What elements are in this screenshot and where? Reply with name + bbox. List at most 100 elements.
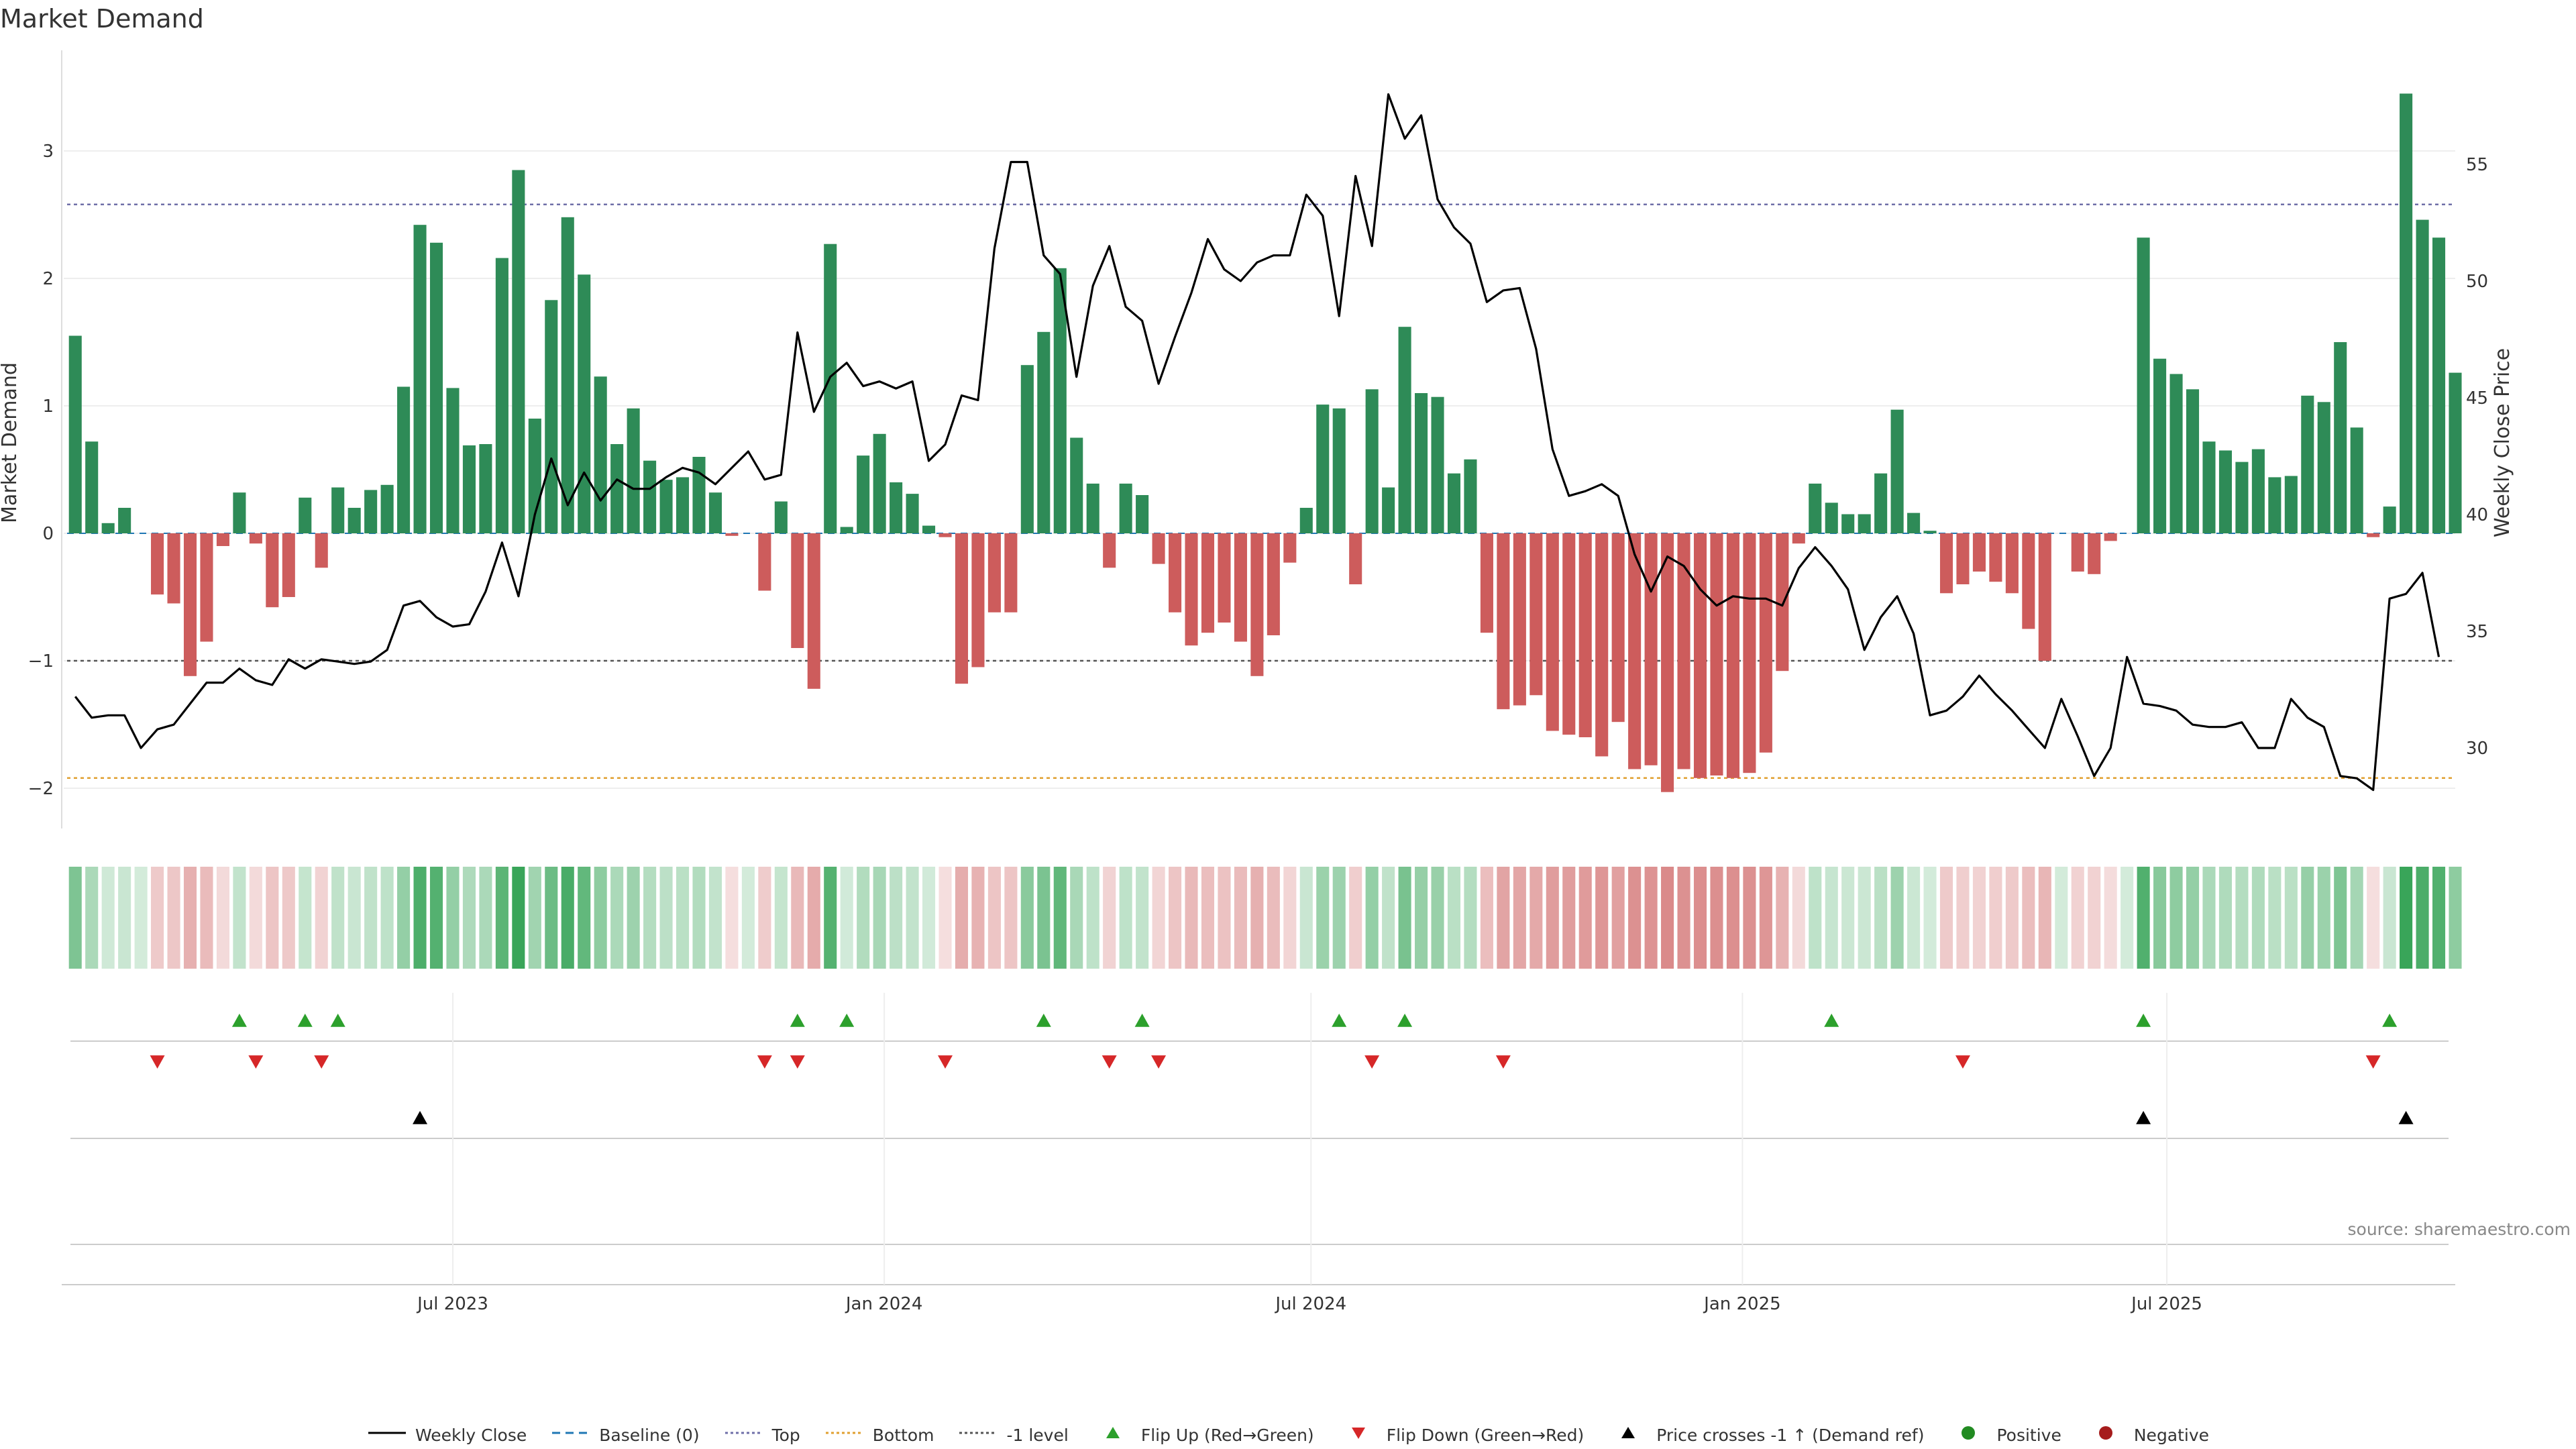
x-tick-label: Jul 2023	[416, 1294, 488, 1314]
demand-bar	[1070, 437, 1083, 533]
legend-item: Flip Up (Red→Green)	[1093, 1425, 1314, 1445]
heat-cell	[413, 867, 427, 969]
demand-bar	[840, 527, 853, 533]
demand-bar	[857, 455, 870, 533]
demand-bar	[315, 533, 328, 568]
heat-cell	[1086, 867, 1099, 969]
heat-cell	[1595, 867, 1609, 969]
demand-bar	[774, 501, 788, 533]
demand-bar	[2432, 237, 2446, 533]
heat-cell	[429, 867, 443, 969]
heat-cell	[2038, 867, 2051, 969]
heat-cell	[2218, 867, 2232, 969]
demand-bar	[1136, 495, 1149, 533]
demand-bar	[2251, 449, 2265, 533]
legend-label: -1 level	[1006, 1425, 1069, 1445]
heat-cell	[791, 867, 804, 969]
y-tick-label-right: 40	[2466, 505, 2488, 525]
y-tick-label-right: 35	[2466, 622, 2488, 642]
signal-panels	[70, 1014, 2449, 1245]
demand-bar	[1480, 533, 1493, 633]
heat-cell	[1218, 867, 1231, 969]
heat-cell	[1070, 867, 1083, 969]
demand-bar	[266, 533, 279, 608]
heat-cell	[233, 867, 246, 969]
demand-bar	[397, 386, 411, 533]
demand-bar	[2005, 533, 2019, 594]
heat-cell	[2268, 867, 2282, 969]
demand-bar	[282, 533, 295, 597]
heat-cell	[1185, 867, 1198, 969]
heat-cell	[1792, 867, 1805, 969]
heat-cell	[2367, 867, 2380, 969]
heat-cell	[774, 867, 788, 969]
heat-cell	[1234, 867, 1247, 969]
demand-bar	[971, 533, 985, 667]
flip-up-marker	[1036, 1014, 1051, 1027]
heat-cell	[676, 867, 690, 969]
heat-cell	[1283, 867, 1297, 969]
heat-cell	[85, 867, 99, 969]
demand-bar	[1989, 533, 2002, 582]
demand-bar	[890, 482, 903, 533]
dotted-line-icon	[958, 1425, 1006, 1445]
demand-bar	[1152, 533, 1165, 564]
demand-bar	[2334, 342, 2347, 533]
legend-item: Positive	[1948, 1425, 2061, 1445]
heat-cell	[380, 867, 394, 969]
heat-cell	[1250, 867, 1264, 969]
heat-cell	[955, 867, 969, 969]
demand-bar	[151, 533, 164, 595]
heat-cell	[1497, 867, 1510, 969]
demand-bar	[692, 457, 706, 533]
demand-bar	[1332, 408, 1346, 533]
demand-bar	[1398, 327, 1411, 533]
demand-bar	[1661, 533, 1674, 792]
demand-bar	[2186, 389, 2200, 533]
heat-cell	[462, 867, 476, 969]
demand-bar	[233, 492, 246, 533]
heat-cell	[1809, 867, 1822, 969]
demand-bar	[479, 444, 492, 533]
heat-cell	[1743, 867, 1756, 969]
demand-bar	[545, 300, 558, 533]
flip-up-marker	[231, 1014, 247, 1027]
heat-cell	[1004, 867, 1018, 969]
x-tick-label: Jan 2024	[845, 1294, 923, 1314]
demand-bar	[1513, 533, 1526, 706]
legend-label: Flip Up (Red→Green)	[1140, 1425, 1314, 1445]
demand-bar	[2268, 477, 2282, 533]
legend-item: Flip Down (Green→Red)	[1338, 1425, 1584, 1445]
y-tick-label-left: 0	[42, 524, 54, 544]
legend-item: Weekly Close	[367, 1425, 527, 1445]
heat-cell	[2400, 867, 2413, 969]
heat-cell	[1956, 867, 1970, 969]
heat-cell	[2088, 867, 2101, 969]
demand-bar	[627, 408, 640, 533]
demand-bar	[2367, 533, 2380, 537]
heat-cell	[857, 867, 870, 969]
demand-bar	[1086, 483, 1099, 533]
heat-cell	[200, 867, 213, 969]
y-tick-label-left: 1	[42, 396, 54, 417]
heat-cell	[873, 867, 886, 969]
demand-bar	[561, 217, 574, 533]
heat-cell	[692, 867, 706, 969]
demand-bars	[68, 93, 2462, 792]
heat-cell	[725, 867, 739, 969]
demand-bar	[1464, 459, 1477, 533]
heat-cell	[1546, 867, 1559, 969]
heat-cell	[2022, 867, 2035, 969]
flip-down-marker	[790, 1055, 805, 1069]
demand-bar	[1743, 533, 1756, 773]
heat-cell	[659, 867, 673, 969]
demand-bar	[1004, 533, 1018, 612]
flip-up-marker	[297, 1014, 313, 1027]
heat-cell	[1693, 867, 1707, 969]
demand-bar	[200, 533, 213, 642]
heat-cell	[315, 867, 328, 969]
heat-cell	[627, 867, 640, 969]
flip-down-marker	[314, 1055, 329, 1069]
heat-cell	[1562, 867, 1576, 969]
demand-bar	[216, 533, 229, 546]
